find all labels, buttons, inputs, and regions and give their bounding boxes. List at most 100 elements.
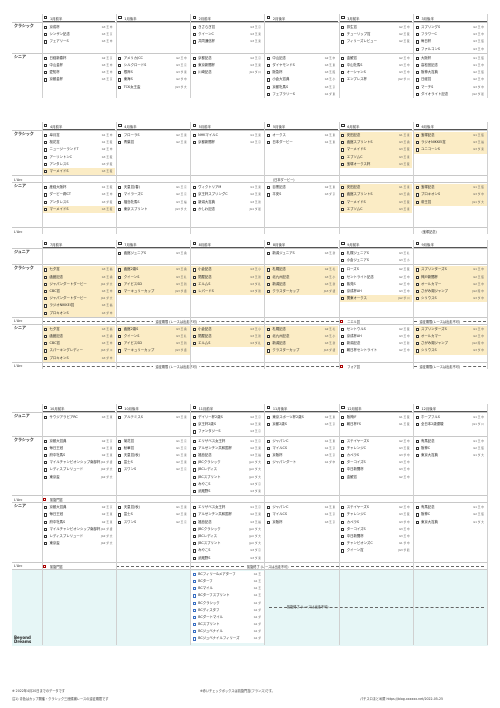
month-checkbox[interactable]	[415, 15, 419, 19]
race-checkbox[interactable]	[415, 85, 419, 89]
race-checkbox[interactable]	[415, 40, 419, 44]
race-checkbox[interactable]	[44, 40, 48, 44]
race-entry[interactable]: アンタレスS G3 ダ 阪	[42, 199, 115, 206]
month-header[interactable]: 7月後半	[116, 240, 190, 248]
race-checkbox[interactable]	[415, 439, 419, 443]
race-checkbox[interactable]	[341, 141, 345, 145]
race-checkbox[interactable]	[415, 282, 419, 286]
race-checkbox[interactable]	[44, 200, 48, 204]
race-checkbox[interactable]	[341, 186, 345, 190]
race-checkbox[interactable]	[341, 334, 345, 339]
month-checkbox[interactable]	[44, 405, 48, 409]
race-entry[interactable]: クイーン賞 JG3 ダ 船	[339, 547, 412, 554]
race-entry[interactable]: 東京大賞典 G1 ダ 大	[414, 452, 487, 459]
month-header[interactable]: 1月前半	[42, 14, 116, 22]
race-checkbox[interactable]	[266, 134, 271, 138]
race-checkbox[interactable]	[118, 207, 122, 211]
race-entry[interactable]: BCジュベナイルフィリーズ G1 ダ	[191, 635, 264, 642]
race-entry[interactable]: アルゼンチン共和国杯 G2 芝 東	[191, 511, 264, 518]
race-checkbox[interactable]	[192, 608, 196, 612]
race-checkbox[interactable]	[44, 356, 48, 360]
month-checkbox[interactable]	[44, 241, 48, 245]
race-checkbox[interactable]	[44, 513, 48, 517]
race-checkbox[interactable]	[44, 33, 48, 37]
race-checkbox[interactable]	[44, 461, 48, 465]
month-header[interactable]: 5月前半	[190, 122, 264, 130]
race-entry[interactable]: 京都記念 G2 芝 京	[191, 55, 264, 62]
race-entry[interactable]: 天皇賞(秋) G1 芝 東	[116, 452, 189, 459]
race-entry[interactable]: 青葉賞 G2 芝 東	[116, 139, 189, 146]
race-entry[interactable]: 産経大阪杯 G1 芝 阪	[42, 184, 115, 191]
race-entry[interactable]: 日本ダービー G1 芝 東	[265, 139, 338, 146]
race-checkbox[interactable]	[192, 141, 196, 145]
race-checkbox[interactable]	[266, 78, 271, 82]
race-checkbox[interactable]	[44, 520, 48, 524]
race-entry[interactable]: ラジオNIKKEI賞 G3 芝 福	[42, 302, 116, 310]
race-checkbox[interactable]	[341, 289, 345, 294]
month-header[interactable]: 11月前半	[190, 404, 264, 412]
race-entry[interactable]: チャレンジC G3 芝 阪	[339, 445, 412, 452]
race-checkbox[interactable]	[44, 506, 48, 510]
month-header[interactable]: 4月前半	[42, 122, 116, 130]
race-checkbox[interactable]	[44, 193, 48, 197]
race-checkbox[interactable]	[266, 63, 271, 68]
race-checkbox[interactable]	[44, 527, 48, 531]
race-entry[interactable]: 菊花賞 G1 芝 京	[116, 438, 189, 445]
race-checkbox[interactable]	[192, 630, 196, 634]
race-entry[interactable]: 札幌記念 G2 芝 札	[264, 266, 339, 274]
race-checkbox[interactable]	[341, 193, 345, 197]
race-entry[interactable]: エリザベス女王杯 G1 芝 京	[191, 438, 264, 445]
race-checkbox[interactable]	[415, 63, 419, 68]
race-checkbox[interactable]	[266, 92, 271, 96]
month-checkbox[interactable]	[341, 405, 345, 409]
race-entry[interactable]: フェアリーS G3 芝 中	[42, 38, 115, 45]
race-entry[interactable]: 北九州記念 G3 芝 小	[264, 332, 339, 341]
race-checkbox[interactable]	[192, 461, 196, 465]
race-entry[interactable]: 宝塚記念 G1 芝 阪	[413, 184, 487, 192]
month-header[interactable]: 10月前半	[42, 404, 116, 412]
race-checkbox[interactable]	[341, 446, 345, 450]
race-entry[interactable]: サウジアラビアRC G3 芝 東	[42, 414, 115, 421]
race-checkbox[interactable]	[118, 268, 122, 272]
month-checkbox[interactable]	[118, 405, 122, 409]
race-checkbox[interactable]	[192, 556, 196, 560]
race-entry[interactable]: 函館2歳S G3 芝 函	[116, 325, 190, 333]
race-entry[interactable]: ジャパンC G1 芝 東	[265, 504, 338, 511]
race-checkbox[interactable]	[44, 169, 48, 174]
race-entry[interactable]: 毎日王冠 G2 芝 東	[42, 445, 115, 452]
race-entry[interactable]: 大阪杯 G1 芝 阪	[414, 55, 487, 62]
month-header[interactable]: 12月前半	[339, 404, 413, 412]
race-checkbox[interactable]	[341, 453, 345, 458]
race-entry[interactable]: クラスターカップ JG3 ダ 盛	[264, 287, 339, 296]
race-checkbox[interactable]	[192, 534, 196, 539]
race-checkbox[interactable]	[415, 268, 419, 272]
race-entry[interactable]: 東京新聞杯 G3 芝 東	[191, 62, 264, 69]
race-checkbox[interactable]	[192, 615, 196, 620]
race-entry[interactable]: 函館スプリントS G3 芝 函	[339, 139, 413, 147]
race-checkbox[interactable]	[266, 268, 271, 272]
race-entry[interactable]: マーメイドS G3 芝 阪	[42, 167, 116, 176]
race-checkbox[interactable]	[118, 439, 122, 443]
month-checkbox[interactable]	[44, 123, 48, 127]
month-header[interactable]: 9月後半	[413, 240, 487, 248]
race-checkbox[interactable]	[266, 56, 271, 60]
race-checkbox[interactable]	[118, 289, 122, 294]
race-entry[interactable]: 京阪杯 G3 芝 京	[265, 452, 338, 459]
race-entry[interactable]: 東京盃 JG2 ダ 大	[42, 540, 115, 547]
race-checkbox[interactable]	[266, 453, 271, 458]
race-checkbox[interactable]	[192, 71, 196, 75]
month-header[interactable]: 8月前半	[190, 240, 264, 248]
race-entry[interactable]: セントライト記念 G2 芝 中	[339, 274, 412, 281]
race-entry[interactable]: ジャパンダート G1 ダ 中	[265, 459, 338, 466]
race-checkbox[interactable]	[341, 468, 345, 472]
race-checkbox[interactable]	[192, 482, 196, 486]
race-entry[interactable]: カペラS G3 ダ 中	[339, 452, 412, 459]
race-entry[interactable]: 阪神C G2 芝 阪	[414, 511, 487, 518]
race-entry[interactable]: マーメイドS G3 芝 阪	[42, 205, 116, 213]
race-checkbox[interactable]	[44, 56, 48, 60]
race-entry[interactable]: みやこS G3 ダ 京	[191, 547, 264, 554]
race-checkbox[interactable]	[266, 334, 271, 339]
race-checkbox[interactable]	[192, 594, 196, 598]
race-entry[interactable]: エプソムC G3 芝 東	[339, 205, 413, 213]
race-checkbox[interactable]	[192, 268, 196, 272]
